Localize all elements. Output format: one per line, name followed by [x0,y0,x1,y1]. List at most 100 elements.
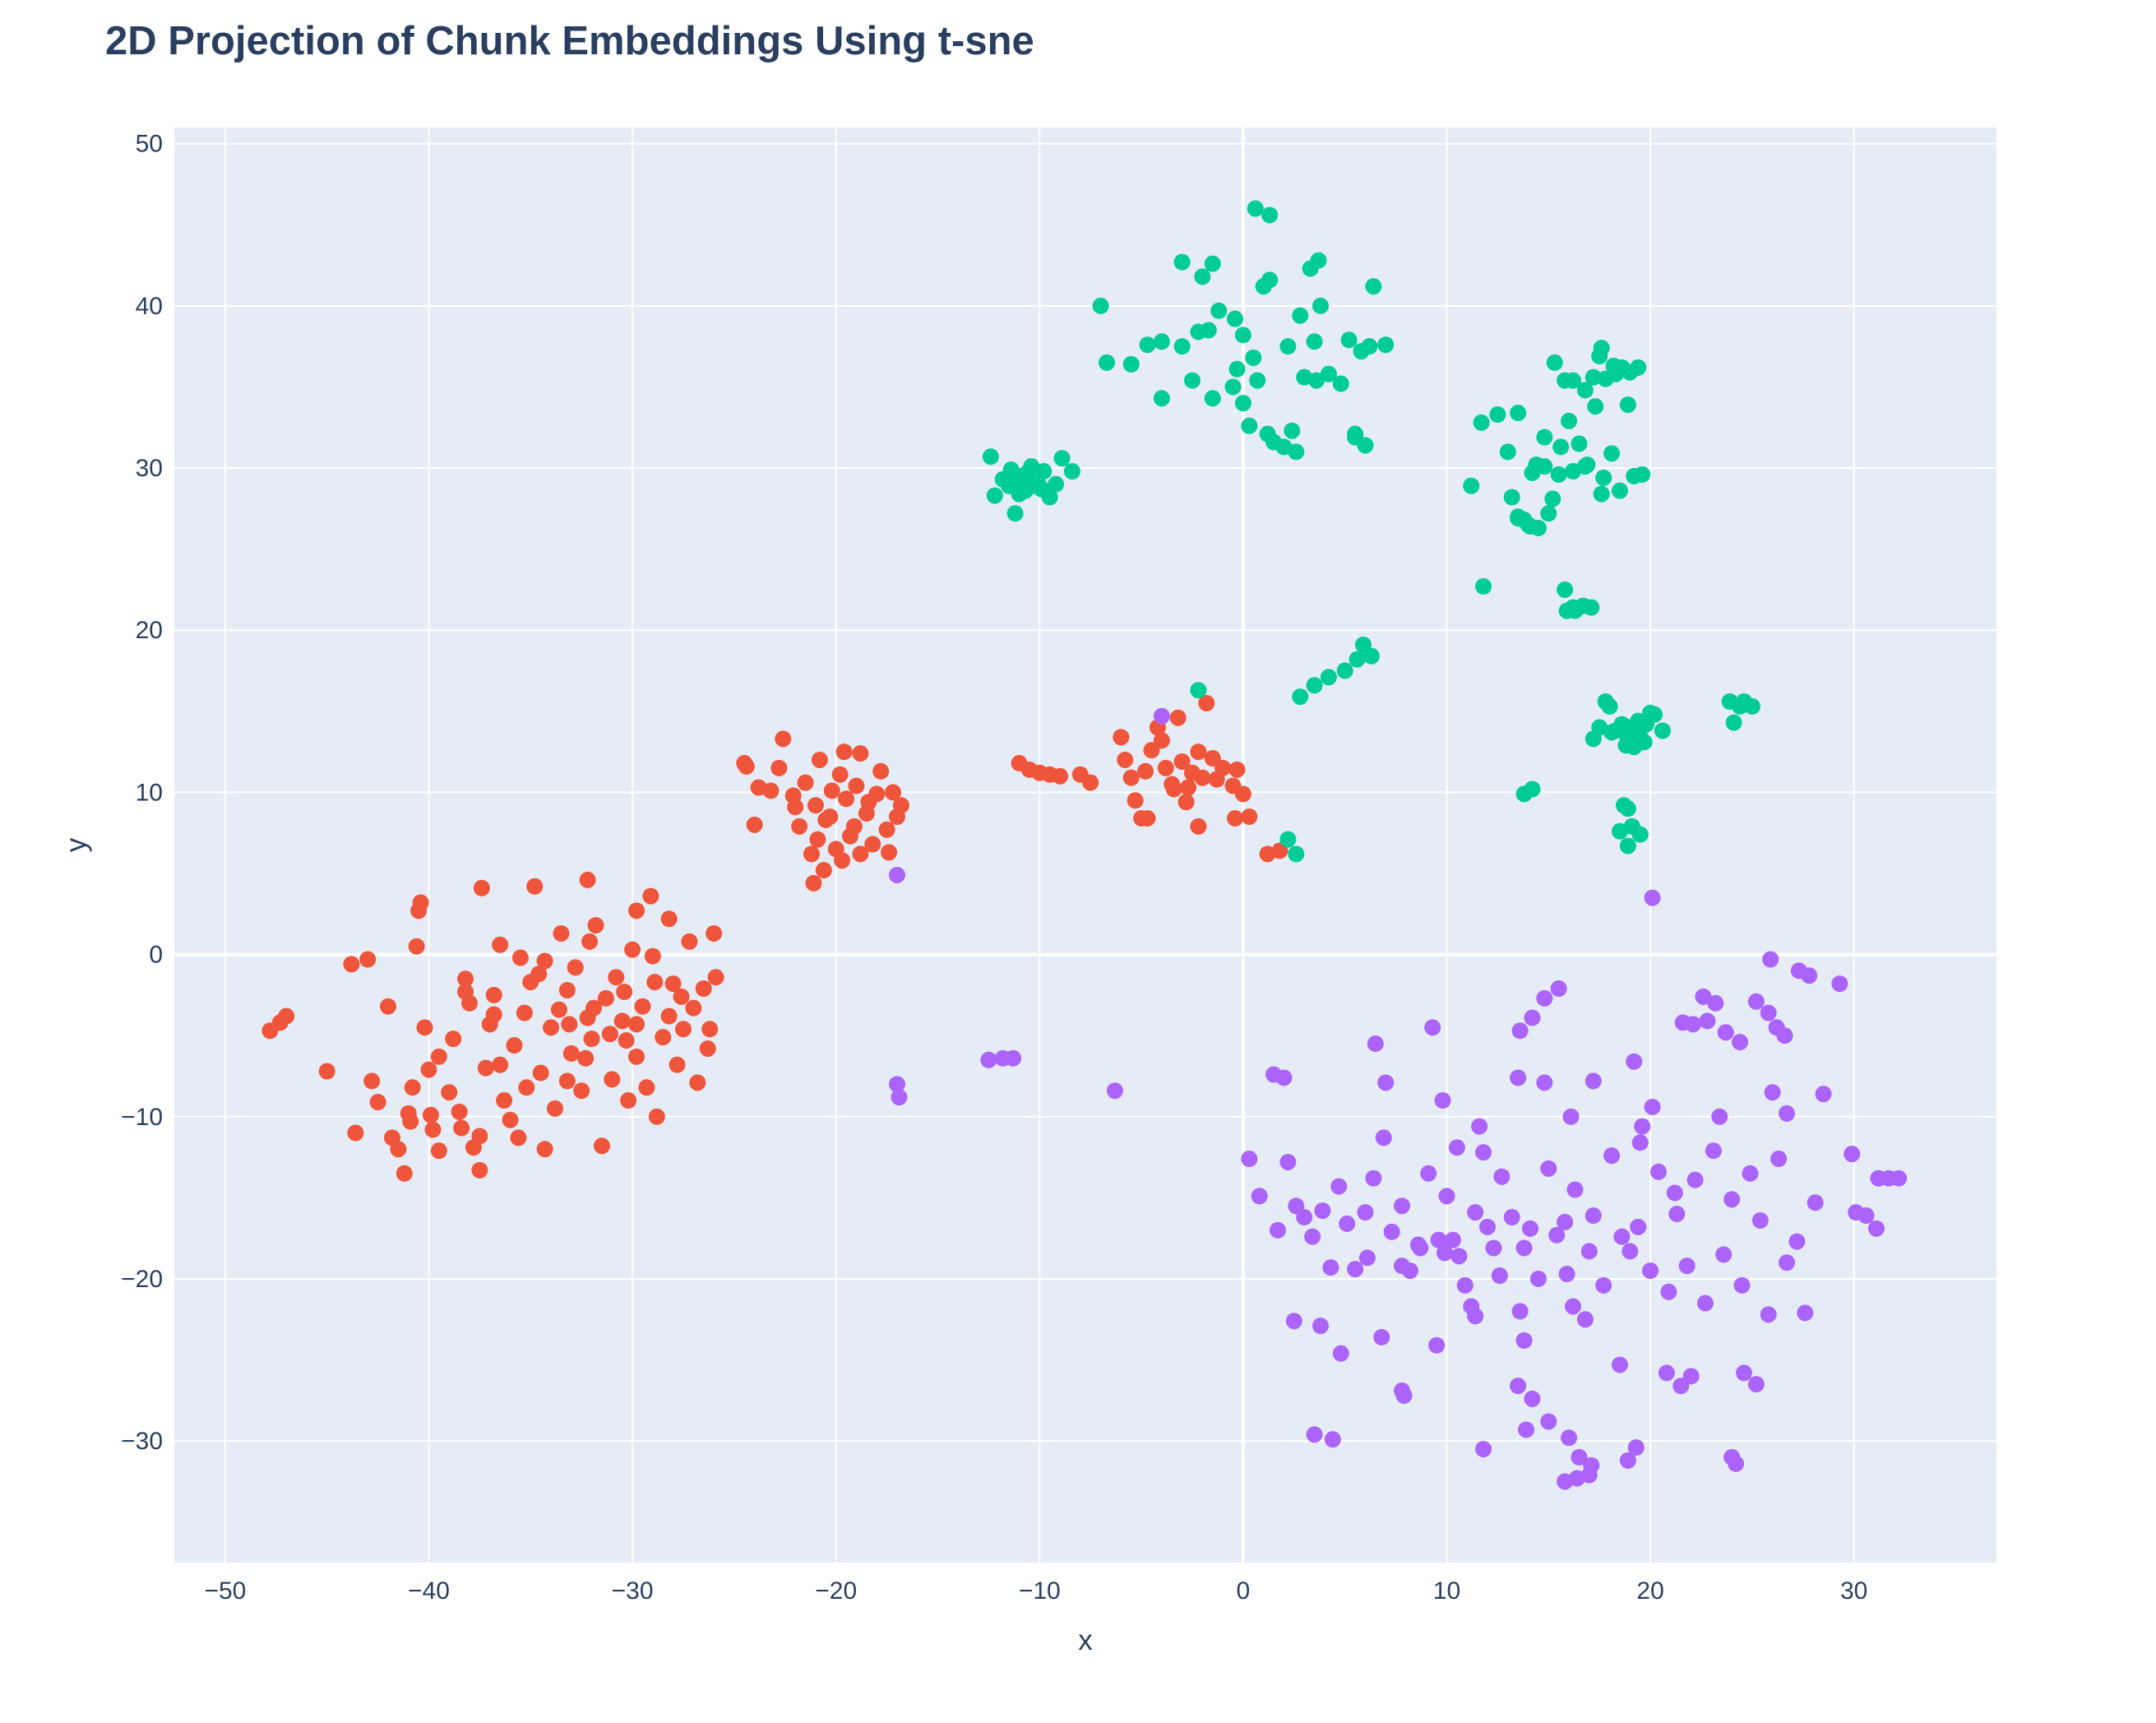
scatter-point [1245,349,1262,366]
scatter-point [1529,1270,1547,1287]
scatter-point [775,730,792,748]
scatter-point [1631,1134,1649,1151]
scatter-point [408,938,425,955]
scatter-point [1169,709,1187,726]
scatter-point [1510,1378,1527,1395]
scatter-point [1444,1231,1461,1248]
scatter-point [1890,1170,1908,1187]
x-tick-label: −20 [815,1577,857,1605]
scatter-point [1634,1118,1651,1135]
scatter-point [1673,1378,1690,1395]
scatter-point [1438,1188,1455,1205]
scatter-point [1288,443,1305,461]
scatter-point [1332,1345,1349,1362]
scatter-point [547,1100,564,1117]
scatter-point [1448,1139,1465,1156]
scatter-point [1306,333,1323,350]
scatter-point [1349,651,1366,668]
scatter-point [412,894,429,911]
scatter-point [430,1048,447,1065]
scatter-point [543,1019,560,1036]
scatter-point [1725,714,1742,731]
scatter-point [1048,475,1065,493]
scatter-point [1475,578,1492,595]
scatter-point [573,1082,590,1100]
scatter-point [396,1165,413,1182]
scatter-point [1234,785,1251,803]
y-axis-title: y [60,837,92,852]
scatter-point [888,1076,905,1093]
scatter-point [1576,458,1594,475]
scatter-point [363,1072,381,1090]
scatter-point [1204,255,1221,272]
scatter-point [1279,338,1297,355]
scatter-point [1011,485,1028,503]
scatter-point [445,1031,462,1048]
scatter-point [1450,1248,1468,1265]
scatter-point [852,845,869,863]
scatter-point [1092,297,1109,314]
scatter-point [1636,734,1653,751]
scatter-point [1548,1226,1566,1244]
scatter-point [1844,1146,1861,1163]
scatter-point [1180,779,1197,796]
scatter-point [1137,762,1154,780]
scatter-point [1593,485,1610,503]
scatter-point [416,1019,433,1036]
scatter-point [872,762,890,780]
scatter-point [885,784,902,801]
scatter-point [1564,372,1581,389]
scatter-point [1113,729,1130,746]
x-tick-label: −10 [1019,1577,1061,1605]
scatter-point [1424,1019,1441,1036]
scatter-point [1867,1220,1885,1237]
scatter-point [1430,1231,1447,1248]
scatter-point [1377,1074,1395,1091]
scatter-point [1377,336,1395,354]
scatter-point [674,1021,692,1038]
scatter-point [1082,774,1099,791]
scatter-point [1357,1204,1374,1221]
scatter-point [1595,1276,1612,1294]
scatter-point [550,1001,567,1018]
scatter-point [1485,1239,1502,1257]
scatter-point [1153,333,1170,350]
scatter-point [1288,1197,1305,1215]
scatter-point [1332,375,1349,392]
scatter-point [1644,889,1661,906]
scatter-point [567,959,584,976]
scatter-point [644,947,661,965]
scatter-point [485,1006,502,1023]
scatter-point [1603,724,1621,741]
scatter-point [1456,1276,1474,1294]
scatter-point [1515,1332,1533,1349]
scatter-point [558,981,576,998]
scatter-point [1373,1328,1390,1346]
scatter-point [1122,355,1140,373]
y-tick-label: −20 [121,1266,163,1293]
scatter-point [1778,1105,1795,1122]
scatter-point [1831,975,1848,993]
chart-title: 2D Projection of Chunk Embeddings Using … [105,19,1034,63]
scatter-point [1395,1387,1413,1404]
scatter-point [477,1059,494,1077]
scatter-point [986,487,1003,504]
scatter-point [1499,443,1516,461]
scatter-point [1249,372,1266,389]
scatter-series-2 [982,200,1760,863]
scatter-point [1566,602,1584,619]
scatter-point [510,1129,527,1146]
scatter-point [1098,354,1115,371]
scatter-point [518,1079,535,1096]
scatter-point [457,983,474,1000]
scatter-point [1797,1304,1814,1322]
scatter-point [1324,1431,1341,1448]
scatter-point [1613,1228,1631,1245]
x-tick-label: −40 [408,1577,450,1605]
scatter-point [1583,599,1600,616]
scatter-point [980,1051,997,1068]
scatter-point [1733,1276,1751,1294]
scatter-point [1585,368,1602,386]
scatter-point [1732,1034,1749,1051]
